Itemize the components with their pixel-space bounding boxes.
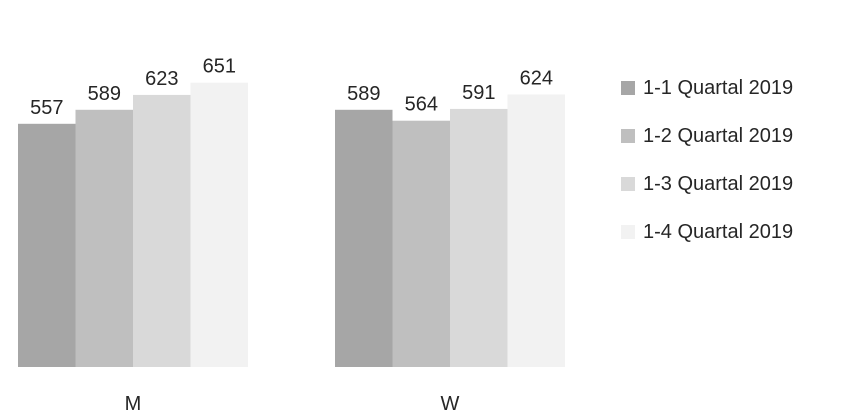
data-label: 623 [145, 68, 178, 90]
bar [392, 120, 450, 367]
category-label: M [125, 393, 142, 414]
legend-item: 1-3 Quartal 2019 [621, 172, 846, 196]
legend-label: 1-3 Quartal 2019 [643, 173, 794, 195]
bar [190, 82, 248, 367]
data-label: 589 [88, 83, 121, 105]
data-label: 651 [203, 56, 236, 78]
legend-item: 1-1 Quartal 2019 [621, 76, 846, 100]
legend-swatch [621, 129, 635, 143]
data-label: 589 [347, 83, 380, 105]
legend-label: 1-1 Quartal 2019 [643, 77, 794, 99]
legend: 1-1 Quartal 2019 1-2 Quartal 2019 1-3 Qu… [621, 76, 846, 268]
legend-swatch [621, 81, 635, 95]
data-label: 557 [30, 97, 63, 119]
bar [133, 94, 191, 368]
bar [18, 123, 76, 367]
bar [507, 94, 565, 367]
legend-swatch [621, 225, 635, 239]
data-label: 591 [462, 82, 495, 104]
bar [335, 109, 393, 368]
category-label: W [441, 393, 460, 414]
legend-swatch [621, 177, 635, 191]
legend-label: 1-2 Quartal 2019 [643, 125, 794, 147]
legend-item: 1-4 Quartal 2019 [621, 220, 846, 244]
bar [450, 108, 508, 368]
legend-label: 1-4 Quartal 2019 [643, 221, 794, 243]
legend-item: 1-2 Quartal 2019 [621, 124, 846, 148]
data-label: 564 [405, 94, 438, 116]
data-label: 624 [520, 68, 553, 90]
bar [75, 109, 133, 368]
